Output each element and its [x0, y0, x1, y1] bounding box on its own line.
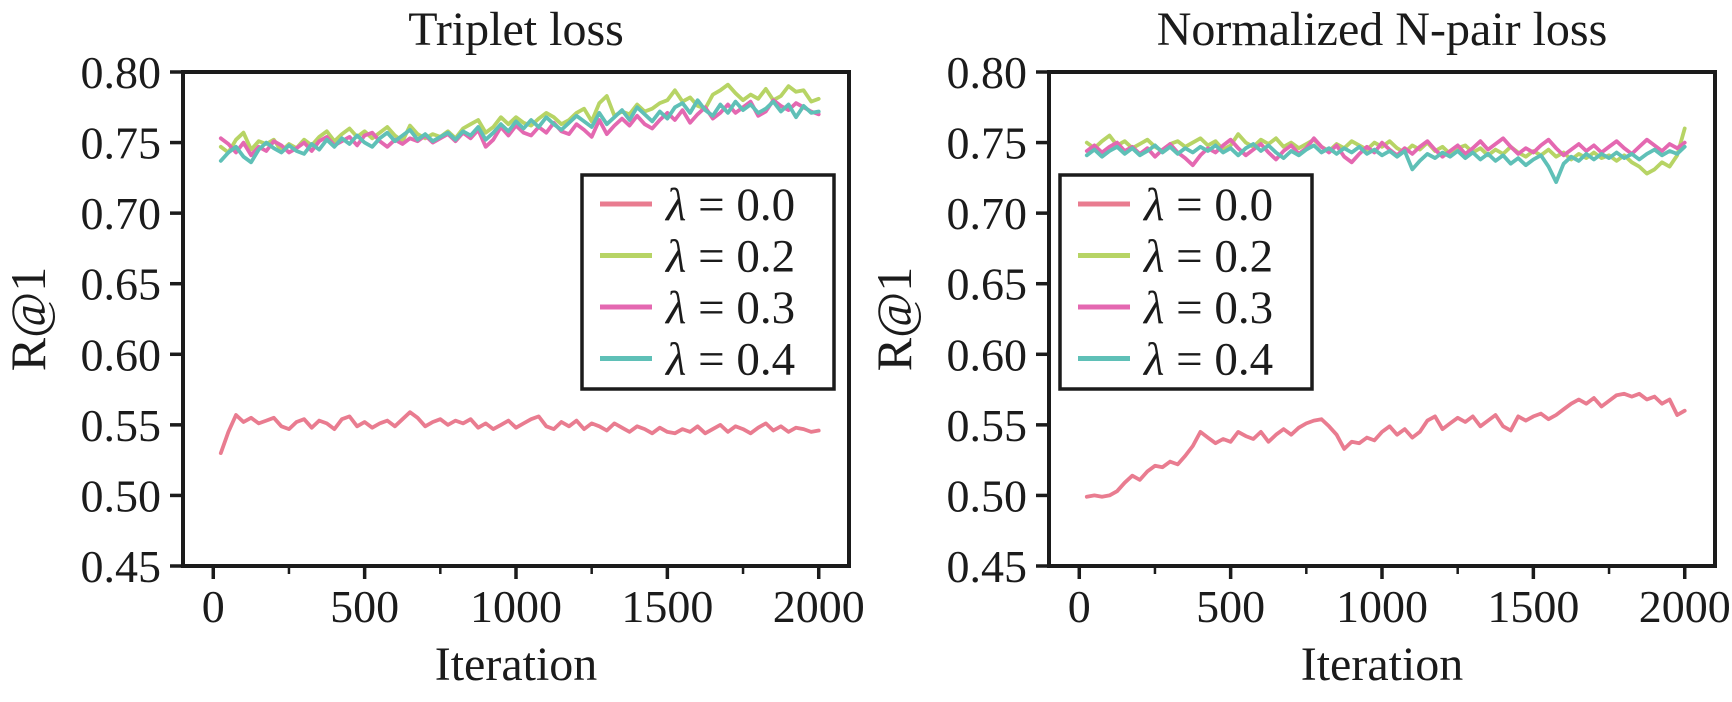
y-tick-label: 0.60 — [947, 329, 1028, 380]
chart-normalized-n-pair-loss: 0 500 1000 1500 2000 0.45 0.50 0.55 0.60 0.65 0.70… — [866, 3, 1731, 691]
legend-label-lambda-0-0: λ = 0.0 — [664, 179, 795, 231]
y-tick-label: 0.50 — [947, 470, 1028, 521]
series-line-lambda-0-0 — [1084, 391, 1687, 499]
x-tick-label: 2000 — [773, 581, 865, 632]
x-tick-label: 0 — [1068, 581, 1091, 632]
series-line-lambda-0-4 — [218, 98, 821, 165]
legend-label-lambda-0-4: λ = 0.4 — [1142, 334, 1273, 386]
y-tick-label: 0.60 — [81, 329, 162, 380]
legend-label-lambda-0-3: λ = 0.3 — [664, 282, 795, 334]
y-tick-label: 0.70 — [947, 188, 1028, 239]
x-tick-label: 0 — [202, 581, 225, 632]
series-line-lambda-0-3 — [218, 98, 821, 158]
chart-triplet-loss: 0 500 1000 1500 2000 0.45 0.50 0.55 0.60 0.65 0.70… — [0, 3, 865, 691]
y-axis-label: R@1 — [866, 267, 922, 371]
series-line-lambda-0-2 — [218, 82, 821, 155]
legend-label-lambda-0-3: λ = 0.3 — [1142, 282, 1273, 334]
legend-label-lambda-0-2: λ = 0.2 — [664, 231, 795, 283]
y-tick-label: 0.65 — [947, 259, 1028, 310]
legend-label-lambda-0-4: λ = 0.4 — [664, 334, 795, 386]
y-tick-label: 0.80 — [947, 47, 1028, 98]
y-tick-label: 0.65 — [81, 259, 162, 310]
x-tick-label: 1500 — [621, 581, 713, 632]
y-tick-label: 0.70 — [81, 188, 162, 239]
y-tick-label: 0.55 — [947, 400, 1028, 451]
x-tick-label: 1000 — [470, 581, 562, 632]
x-tick-label: 1500 — [1487, 581, 1579, 632]
y-tick-label: 0.75 — [81, 118, 162, 169]
x-axis-label: Iteration — [1301, 638, 1464, 691]
y-tick-label: 0.50 — [81, 470, 162, 521]
x-tick-label: 500 — [330, 581, 399, 632]
x-axis-label: Iteration — [435, 638, 598, 691]
y-tick-label: 0.55 — [81, 400, 162, 451]
x-tick-label: 2000 — [1639, 581, 1731, 632]
y-axis-label: R@1 — [0, 267, 56, 371]
legend-box — [580, 173, 836, 391]
series-line-lambda-0-0 — [218, 410, 821, 456]
chart-title: Triplet loss — [408, 3, 624, 56]
legend-box — [1058, 173, 1314, 391]
panel-normalized-n-pair-loss: 0 500 1000 1500 2000 0.45 0.50 0.55 0.60 0.65 0.70… — [866, 0, 1732, 702]
y-tick-label: 0.45 — [947, 541, 1028, 592]
y-tick-label: 0.80 — [81, 47, 162, 98]
x-tick-label: 500 — [1196, 581, 1265, 632]
legend-label-lambda-0-0: λ = 0.0 — [1142, 179, 1273, 231]
y-tick-label: 0.45 — [81, 541, 162, 592]
chart-title: Normalized N-pair loss — [1157, 3, 1608, 56]
legend-label-lambda-0-2: λ = 0.2 — [1142, 231, 1273, 283]
x-tick-label: 1000 — [1336, 581, 1428, 632]
y-tick-label: 0.75 — [947, 118, 1028, 169]
series-line-lambda-0-3 — [1084, 136, 1687, 168]
series-line-lambda-0-4 — [1084, 142, 1687, 185]
panel-triplet-loss: 0 500 1000 1500 2000 0.45 0.50 0.55 0.60 0.65 0.70… — [0, 3, 865, 691]
